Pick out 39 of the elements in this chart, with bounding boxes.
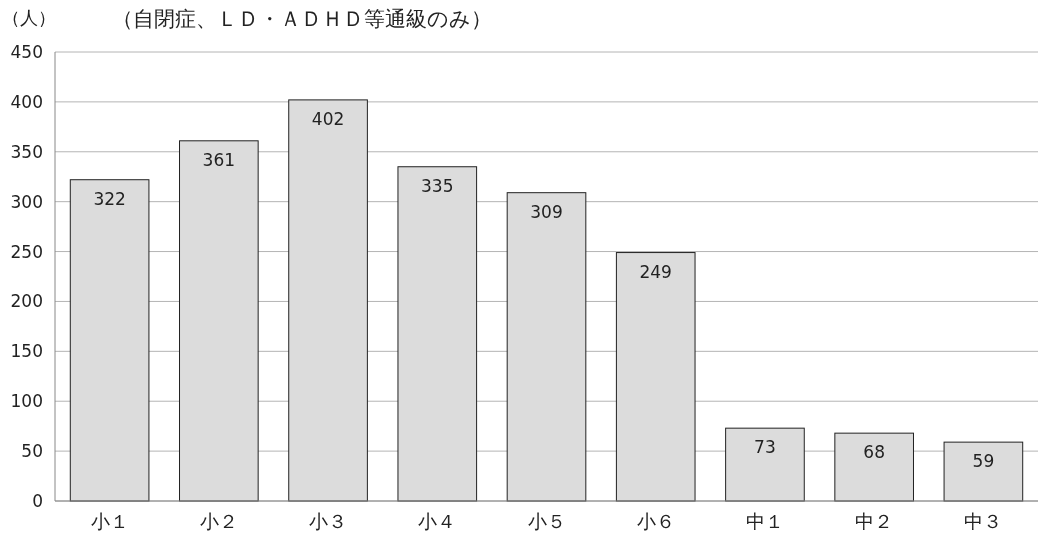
- x-tick-label: 小３: [309, 510, 348, 532]
- bar: [725, 427, 805, 502]
- y-tick-label: 250: [10, 241, 43, 262]
- data-label: 59: [972, 451, 995, 472]
- data-label: 249: [639, 261, 672, 282]
- y-axis-title: （人）: [2, 7, 56, 28]
- x-tick-label: 中２: [855, 510, 894, 532]
- y-tick-label: 400: [10, 91, 43, 112]
- x-tick-label: 小５: [527, 510, 566, 532]
- y-tick-label: 150: [10, 341, 43, 362]
- y-tick-label: 100: [10, 391, 43, 412]
- bar: [506, 192, 587, 502]
- bar: [288, 99, 368, 502]
- data-label: 73: [754, 437, 776, 458]
- y-tick-label: 200: [10, 291, 43, 312]
- x-tick-label: 小２: [199, 510, 238, 532]
- y-tick-label: 450: [10, 42, 43, 62]
- data-label: 335: [421, 175, 454, 196]
- bar: [179, 140, 259, 502]
- data-label: 309: [530, 201, 563, 222]
- y-tick-label: 300: [10, 191, 43, 212]
- bar: [834, 432, 914, 502]
- data-label: 68: [863, 442, 885, 463]
- bar: [397, 166, 478, 502]
- data-label: 402: [311, 108, 345, 129]
- data-label: 361: [202, 149, 236, 170]
- bar: [69, 179, 150, 502]
- data-label: 322: [93, 188, 126, 209]
- x-tick-label: 小４: [418, 510, 457, 532]
- x-tick-label: 小６: [636, 510, 675, 532]
- y-tick-label: 350: [10, 141, 43, 162]
- x-tick-label: 小１: [90, 510, 129, 532]
- bar: [615, 252, 696, 502]
- x-tick-label: 中３: [964, 510, 1003, 532]
- y-tick-label: 0: [32, 491, 43, 511]
- bar: [943, 441, 1024, 502]
- y-tick-label: 50: [21, 441, 43, 462]
- x-tick-label: 中１: [745, 510, 784, 532]
- chart-title: （自閉症、ＬＤ・ＡＤＨＤ等通級のみ）: [112, 7, 492, 31]
